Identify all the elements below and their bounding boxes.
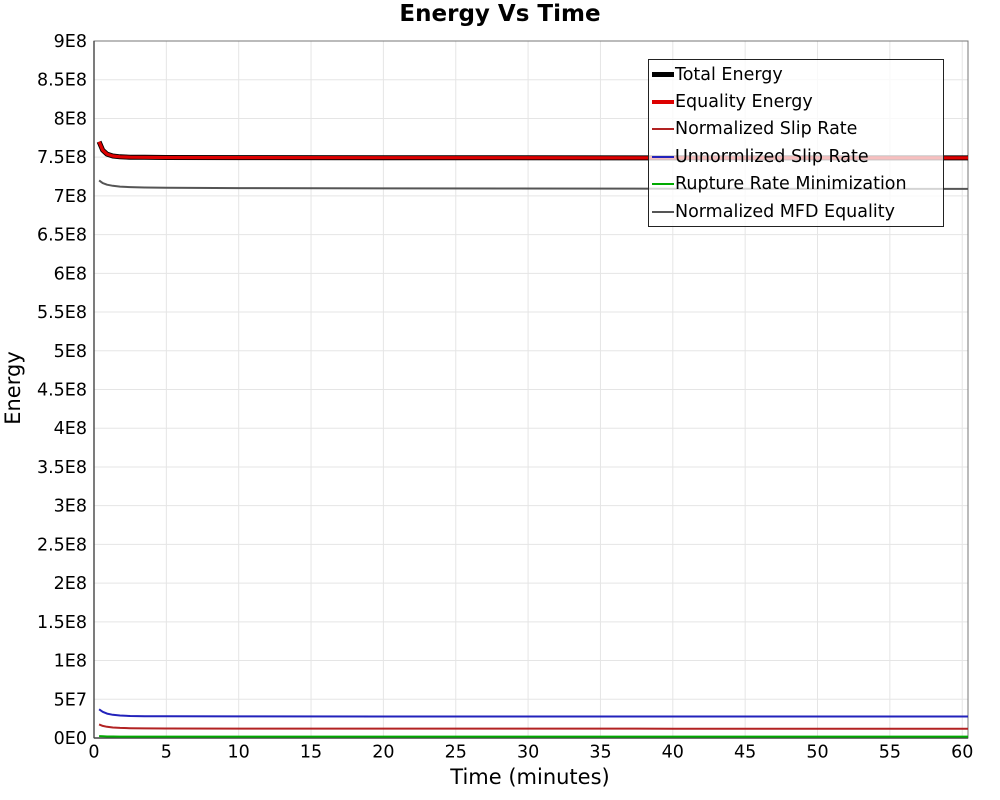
y-tick-label: 5E8 [54, 342, 87, 362]
x-tick-label: 20 [372, 743, 394, 763]
legend-item-equality-energy: Equality Energy [652, 88, 943, 115]
series-line-normalized-mfd-equality [98, 179, 969, 190]
legend-swatch-normalized-mfd-equality [652, 210, 674, 213]
x-tick-label: 0 [88, 743, 99, 763]
legend-label: Normalized MFD Equality [675, 201, 895, 222]
y-tick-label: 7E8 [54, 187, 87, 207]
x-tick-label: 15 [300, 743, 322, 763]
y-tick-label: 7.5E8 [37, 148, 87, 168]
legend-label: Unnormlized Slip Rate [675, 146, 869, 167]
x-tick-label: 45 [734, 743, 756, 763]
series-line-normalized-slip-rate [98, 723, 968, 730]
legend-item-normalized-slip-rate: Normalized Slip Rate [652, 116, 943, 143]
y-tick-label: 5.5E8 [37, 303, 87, 323]
y-tick-label: 8.5E8 [37, 71, 87, 91]
legend-item-total-energy: Total Energy [652, 61, 943, 88]
y-tick-label: 6.5E8 [37, 226, 87, 246]
legend-swatch-rupture-rate-minimization [652, 183, 674, 186]
y-tick-label: 1.5E8 [37, 613, 87, 633]
x-tick-label: 55 [879, 743, 901, 763]
y-tick-label: 9E8 [54, 32, 87, 52]
x-tick-label: 25 [445, 743, 467, 763]
series-line-rupture-rate-minimization [99, 735, 968, 738]
legend-item-normalized-mfd-equality: Normalized MFD Equality [652, 198, 943, 225]
y-tick-label: 1E8 [54, 652, 87, 672]
x-tick-label: 50 [806, 743, 828, 763]
legend-label: Equality Energy [675, 92, 813, 113]
legend-item-unnormlized-slip-rate: Unnormlized Slip Rate [652, 143, 943, 170]
chart-title: Energy Vs Time [399, 1, 601, 27]
y-tick-label: 4.5E8 [37, 381, 87, 401]
x-tick-label: 35 [589, 743, 611, 763]
legend-swatch-total-energy [652, 72, 674, 78]
series-line-equality-energy [97, 141, 968, 160]
series-line-unnormlized-slip-rate [98, 708, 968, 718]
x-tick-label: 10 [228, 743, 250, 763]
x-tick-label: 40 [662, 743, 684, 763]
y-tick-label: 4E8 [54, 419, 87, 439]
x-tick-label: 60 [951, 743, 973, 763]
y-tick-label: 2.5E8 [37, 535, 87, 555]
y-tick-label: 3.5E8 [37, 458, 87, 478]
y-tick-label: 6E8 [54, 264, 87, 284]
y-tick-label: 8E8 [54, 109, 87, 129]
legend-label: Rupture Rate Minimization [675, 174, 907, 195]
legend-swatch-equality-energy [652, 100, 674, 104]
y-tick-label: 5E7 [54, 690, 87, 710]
legend-swatch-normalized-slip-rate [652, 128, 674, 131]
x-tick-label: 30 [517, 743, 539, 763]
y-tick-label: 3E8 [54, 497, 87, 517]
legend-item-rupture-rate-minimization: Rupture Rate Minimization [652, 171, 943, 198]
legend-swatch-unnormlized-slip-rate [652, 155, 674, 158]
x-axis-title: Time (minutes) [450, 765, 610, 789]
y-tick-label: 0E0 [54, 729, 87, 749]
legend-label: Normalized Slip Rate [675, 119, 858, 140]
x-tick-label: 5 [161, 743, 172, 763]
legend-label: Total Energy [675, 64, 783, 85]
legend-box: Total Energy Equality Energy Normalized … [648, 59, 944, 228]
y-tick-label: 2E8 [54, 574, 87, 594]
